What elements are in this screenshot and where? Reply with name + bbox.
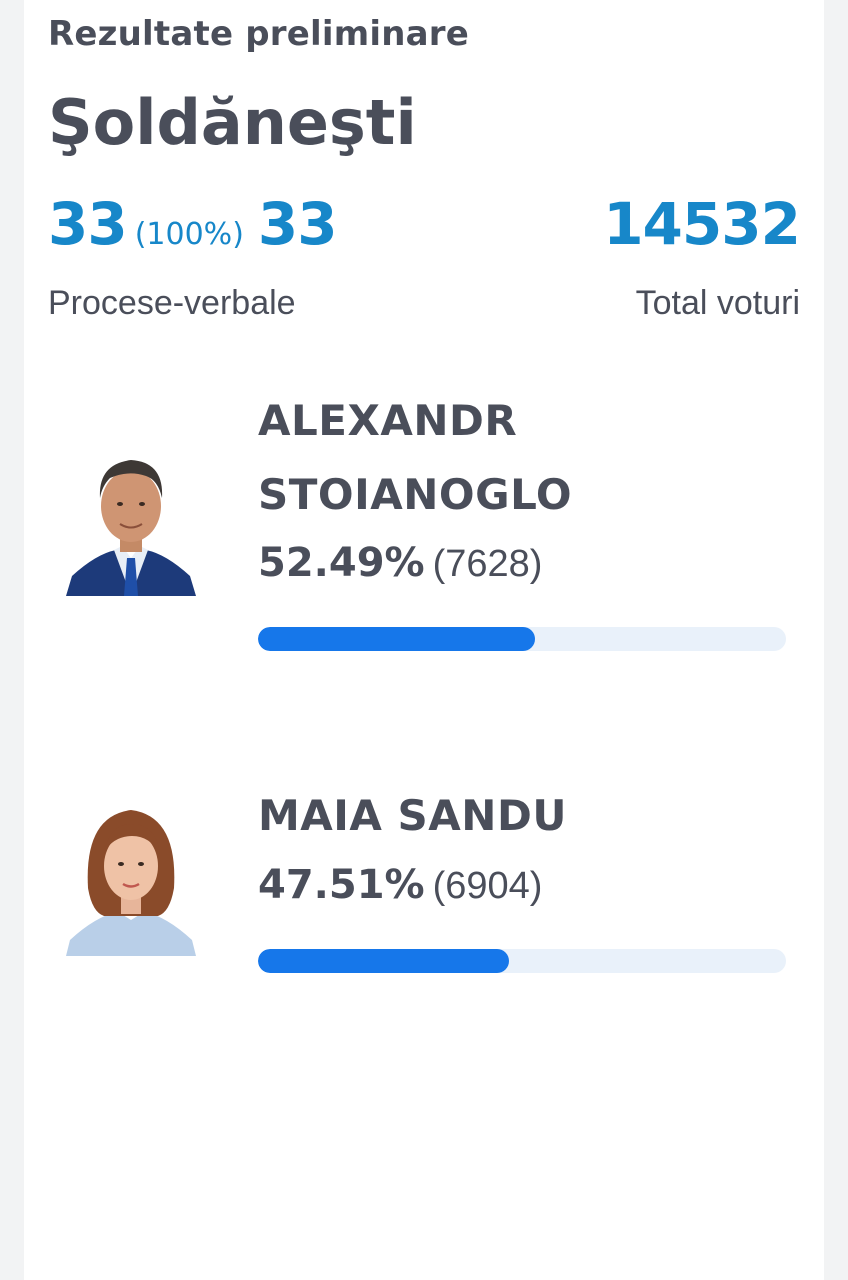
progress-bar-fill bbox=[258, 627, 536, 651]
protocols-percent: (100%) bbox=[134, 217, 244, 252]
total-votes-label: Total voturi bbox=[635, 284, 800, 322]
protocols-stats: 33 (100%) 33 bbox=[48, 190, 338, 258]
candidate-name-line2: STOIANOGLO bbox=[258, 470, 573, 519]
candidate-photo-icon bbox=[66, 460, 196, 596]
progress-bar bbox=[258, 627, 786, 651]
district-title: Şoldăneşti bbox=[48, 86, 417, 159]
candidate-percent: 52.49% bbox=[258, 540, 425, 586]
candidate-name: ALEXANDR STOIANOGLO bbox=[258, 384, 572, 532]
candidate-votes: (7628) bbox=[432, 543, 543, 585]
votes-stats: 14532 bbox=[603, 190, 801, 258]
avatar bbox=[66, 436, 196, 596]
candidate-photo-icon bbox=[66, 810, 196, 956]
total-votes: 14532 bbox=[603, 190, 801, 258]
candidate-percent: 47.51% bbox=[258, 862, 425, 908]
protocols-count: 33 bbox=[48, 190, 128, 258]
results-subtitle: Rezultate preliminare bbox=[48, 14, 469, 54]
protocols-label: Procese-verbale bbox=[48, 284, 296, 322]
progress-bar bbox=[258, 949, 786, 973]
candidate-result: 52.49% (7628) bbox=[258, 540, 542, 586]
progress-bar-fill bbox=[258, 949, 509, 973]
avatar bbox=[66, 796, 196, 956]
results-card: Rezultate preliminare Şoldăneşti 33 (100%… bbox=[24, 0, 824, 1280]
candidate-votes: (6904) bbox=[432, 865, 543, 907]
protocols-total: 33 bbox=[257, 190, 338, 258]
candidate-result: 47.51% (6904) bbox=[258, 862, 542, 908]
candidate-name-line1: ALEXANDR bbox=[258, 396, 518, 445]
candidate-name: MAIA SANDU bbox=[258, 779, 567, 853]
candidate-name-line1: MAIA SANDU bbox=[258, 791, 567, 840]
